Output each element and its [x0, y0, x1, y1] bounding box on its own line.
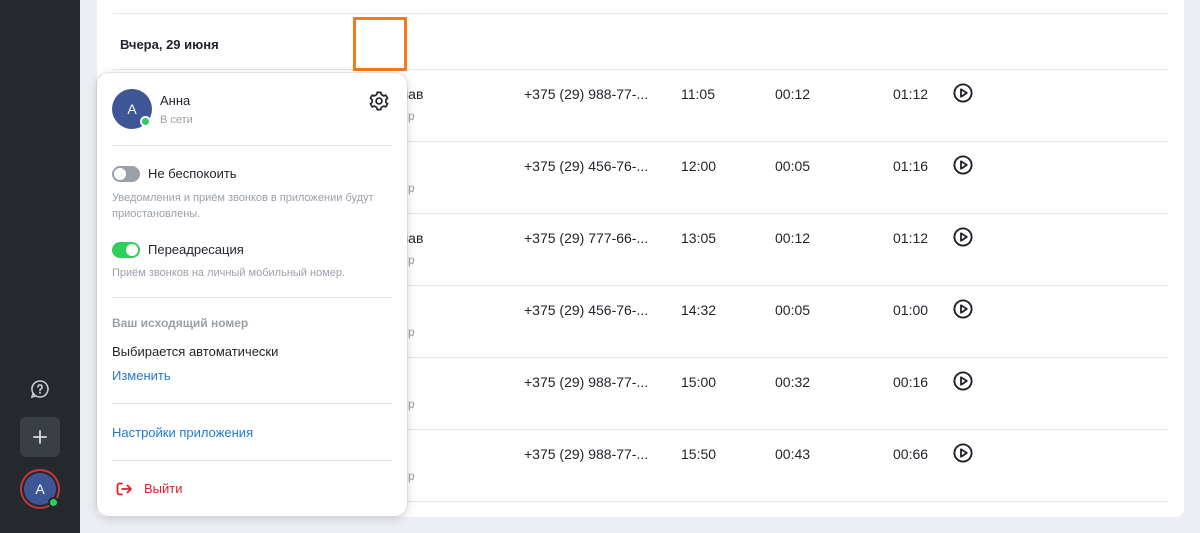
user-name: Анна — [160, 93, 191, 108]
add-button[interactable] — [20, 417, 60, 457]
left-sidebar: А — [0, 0, 80, 533]
phone-number: +375 (29) 988-77-... — [524, 86, 649, 102]
dnd-label: Не беспокоить — [148, 166, 237, 181]
settings-gear-icon[interactable] — [368, 90, 390, 112]
dnd-toggle[interactable] — [112, 166, 140, 182]
call-time: 13:05 — [681, 230, 717, 246]
forwarding-toggle[interactable] — [112, 242, 140, 258]
forwarding-description: Приём звонков на личный мобильный номер. — [112, 267, 346, 279]
call-duration: 01:16 — [893, 158, 929, 174]
phone-number: +375 (29) 456-76-... — [524, 158, 649, 174]
date-group-label: Вчера, 29 июня — [120, 37, 219, 52]
phone-number: +375 (29) 456-76-... — [524, 302, 649, 318]
caller-subtitle: р — [408, 181, 415, 195]
wait-time: 00:12 — [775, 230, 811, 246]
wait-time: 00:05 — [775, 158, 811, 174]
row-divider — [113, 213, 1168, 214]
change-number-link[interactable]: Изменить — [112, 368, 171, 383]
call-duration: 01:12 — [893, 86, 929, 102]
row-divider — [113, 357, 1168, 358]
app-settings-link[interactable]: Настройки приложения — [112, 425, 254, 440]
call-time: 11:05 — [681, 86, 715, 102]
online-status-dot — [48, 497, 59, 508]
logout-icon[interactable] — [114, 479, 134, 499]
call-duration: 00:66 — [893, 446, 929, 462]
divider — [113, 13, 1168, 14]
caller-subtitle: р — [408, 109, 415, 123]
divider — [113, 69, 1168, 70]
outgoing-number-heading: Ваш исходящий номер — [112, 316, 249, 330]
play-recording-icon[interactable] — [953, 227, 973, 247]
play-recording-icon[interactable] — [953, 83, 973, 103]
row-divider — [113, 501, 1168, 502]
play-recording-icon[interactable] — [953, 299, 973, 319]
plus-icon — [33, 430, 47, 444]
dnd-description: Уведомления и приём звонков в приложении… — [112, 192, 374, 220]
row-divider — [113, 285, 1168, 286]
caller-subtitle: р — [408, 397, 415, 411]
call-time: 15:50 — [681, 446, 717, 462]
call-duration: 01:00 — [893, 302, 929, 318]
call-time: 15:00 — [681, 374, 717, 390]
play-recording-icon[interactable] — [953, 443, 973, 463]
logout-button[interactable]: Выйти — [144, 481, 183, 496]
call-duration: 01:12 — [893, 230, 929, 246]
phone-number: +375 (29) 988-77-... — [524, 446, 649, 462]
user-menu-popup: А Анна В сети Не беспокоить Уведомления … — [97, 73, 407, 516]
wait-time: 00:12 — [775, 86, 811, 102]
play-recording-icon[interactable] — [953, 155, 973, 175]
user-status: В сети — [160, 114, 193, 126]
highlight-marker — [353, 17, 407, 71]
caller-subtitle: р — [408, 325, 415, 339]
play-recording-icon[interactable] — [953, 371, 973, 391]
outgoing-number-value: Выбирается автоматически — [112, 344, 279, 359]
wait-time: 00:05 — [775, 302, 811, 318]
wait-time: 00:43 — [775, 446, 811, 462]
phone-number: +375 (29) 777-66-... — [524, 230, 649, 246]
row-divider — [113, 141, 1168, 142]
call-duration: 00:16 — [893, 374, 929, 390]
caller-subtitle: р — [408, 469, 415, 483]
wait-time: 00:32 — [775, 374, 811, 390]
caller-subtitle: р — [408, 253, 415, 267]
call-time: 12:00 — [681, 158, 717, 174]
call-time: 14:32 — [681, 302, 717, 318]
divider — [112, 145, 392, 146]
online-status-dot — [140, 116, 151, 127]
divider — [112, 460, 392, 461]
row-divider — [113, 429, 1168, 430]
phone-number: +375 (29) 988-77-... — [524, 374, 649, 390]
help-icon[interactable] — [30, 379, 50, 399]
divider — [112, 297, 392, 298]
forwarding-label: Переадресация — [148, 242, 244, 257]
divider — [112, 403, 392, 404]
